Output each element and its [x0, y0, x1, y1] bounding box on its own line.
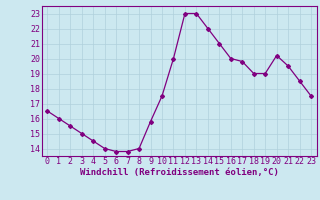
X-axis label: Windchill (Refroidissement éolien,°C): Windchill (Refroidissement éolien,°C) [80, 168, 279, 177]
